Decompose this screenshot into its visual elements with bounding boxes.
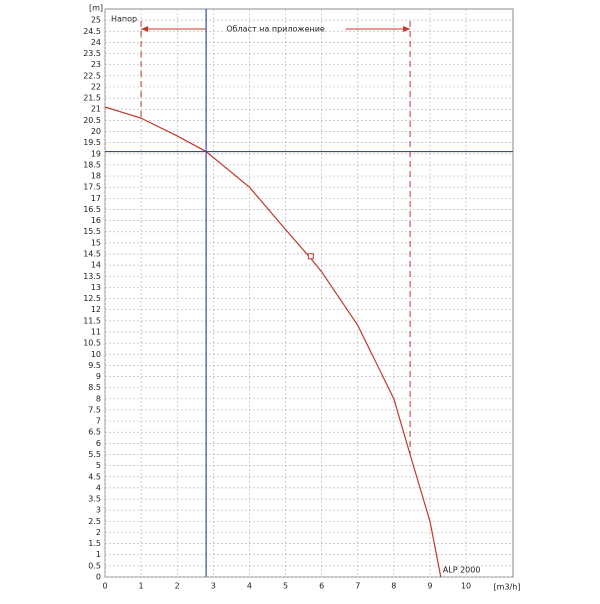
series-label: ALP 2000 xyxy=(443,566,481,575)
x-axis-label: [m3/h] xyxy=(494,583,521,592)
y-tick-label: 24 xyxy=(91,38,101,47)
y-tick-label: 22 xyxy=(91,82,101,91)
y-tick-label: 22.5 xyxy=(83,71,101,80)
y-tick-label: 0.5 xyxy=(88,561,101,570)
x-tick-label: 7 xyxy=(355,582,360,591)
y-tick-label: 16 xyxy=(91,216,101,225)
y-tick-label: 9.5 xyxy=(88,361,101,370)
x-tick-label: 2 xyxy=(175,582,180,591)
y-tick-label: 0 xyxy=(96,573,101,582)
y-tick-label: 20 xyxy=(91,127,101,136)
y-tick-label: 25 xyxy=(91,16,101,25)
point-marker xyxy=(307,253,314,260)
y-tick-label: 17.5 xyxy=(83,183,101,192)
y-tick-label: 14.5 xyxy=(83,250,101,259)
y-tick-label: 6.5 xyxy=(88,428,101,437)
y-tick-label: 7 xyxy=(96,417,101,426)
y-tick-label: 21 xyxy=(91,105,101,114)
range-arrow xyxy=(141,26,149,33)
y-tick-label: 2 xyxy=(96,528,101,537)
y-tick-label: 5 xyxy=(96,461,101,470)
x-tick-label: 1 xyxy=(139,582,144,591)
y-tick-label: 15 xyxy=(91,238,101,247)
y-tick-label: 6 xyxy=(96,439,101,448)
y-tick-label: 17 xyxy=(91,194,101,203)
y-tick-label: 4.5 xyxy=(88,472,101,481)
range-arrow xyxy=(403,26,411,33)
y-axis-label: [m] xyxy=(89,4,103,13)
x-tick-label: 8 xyxy=(391,582,396,591)
y-tick-label: 3.5 xyxy=(88,495,101,504)
y-tick-label: 23 xyxy=(91,60,101,69)
y-tick-label: 5.5 xyxy=(88,450,101,459)
y-tick-label: 4 xyxy=(96,483,101,492)
x-tick-label: 3 xyxy=(211,582,216,591)
y-tick-label: 13 xyxy=(91,283,101,292)
y-tick-label: 3 xyxy=(96,506,101,515)
y-tick-label: 24.5 xyxy=(83,27,101,36)
x-tick-label: 9 xyxy=(427,582,432,591)
corner-label: Напор xyxy=(111,15,137,24)
y-tick-label: 21.5 xyxy=(83,94,101,103)
y-tick-label: 7.5 xyxy=(88,405,101,414)
y-tick-label: 9 xyxy=(96,372,101,381)
plot-frame xyxy=(104,8,514,578)
y-tick-label: 20.5 xyxy=(83,116,101,125)
y-tick-label: 14 xyxy=(91,261,101,270)
y-tick-label: 13.5 xyxy=(83,272,101,281)
y-tick-label: 19 xyxy=(91,149,101,158)
x-tick-label: 10 xyxy=(461,582,471,591)
y-tick-label: 18.5 xyxy=(83,160,101,169)
x-tick-label: 6 xyxy=(319,582,324,591)
y-tick-label: 15.5 xyxy=(83,227,101,236)
y-tick-label: 16.5 xyxy=(83,205,101,214)
range-label: Област на приложение xyxy=(226,25,325,34)
y-tick-label: 8 xyxy=(96,394,101,403)
y-tick-label: 2.5 xyxy=(88,517,101,526)
y-tick-label: 12 xyxy=(91,305,101,314)
y-tick-label: 8.5 xyxy=(88,383,101,392)
y-tick-label: 11.5 xyxy=(83,316,101,325)
y-tick-label: 18 xyxy=(91,172,101,181)
y-tick-label: 19.5 xyxy=(83,138,101,147)
y-tick-label: 11 xyxy=(91,327,101,336)
x-tick-label: 5 xyxy=(283,582,288,591)
x-tick-label: 0 xyxy=(102,582,107,591)
y-tick-label: 1.5 xyxy=(88,539,101,548)
y-tick-label: 1 xyxy=(96,550,101,559)
y-tick-label: 12.5 xyxy=(83,294,101,303)
y-tick-label: 10.5 xyxy=(83,339,101,348)
y-tick-label: 10 xyxy=(91,350,101,359)
y-tick-label: 23.5 xyxy=(83,49,101,58)
x-tick-label: 4 xyxy=(247,582,252,591)
